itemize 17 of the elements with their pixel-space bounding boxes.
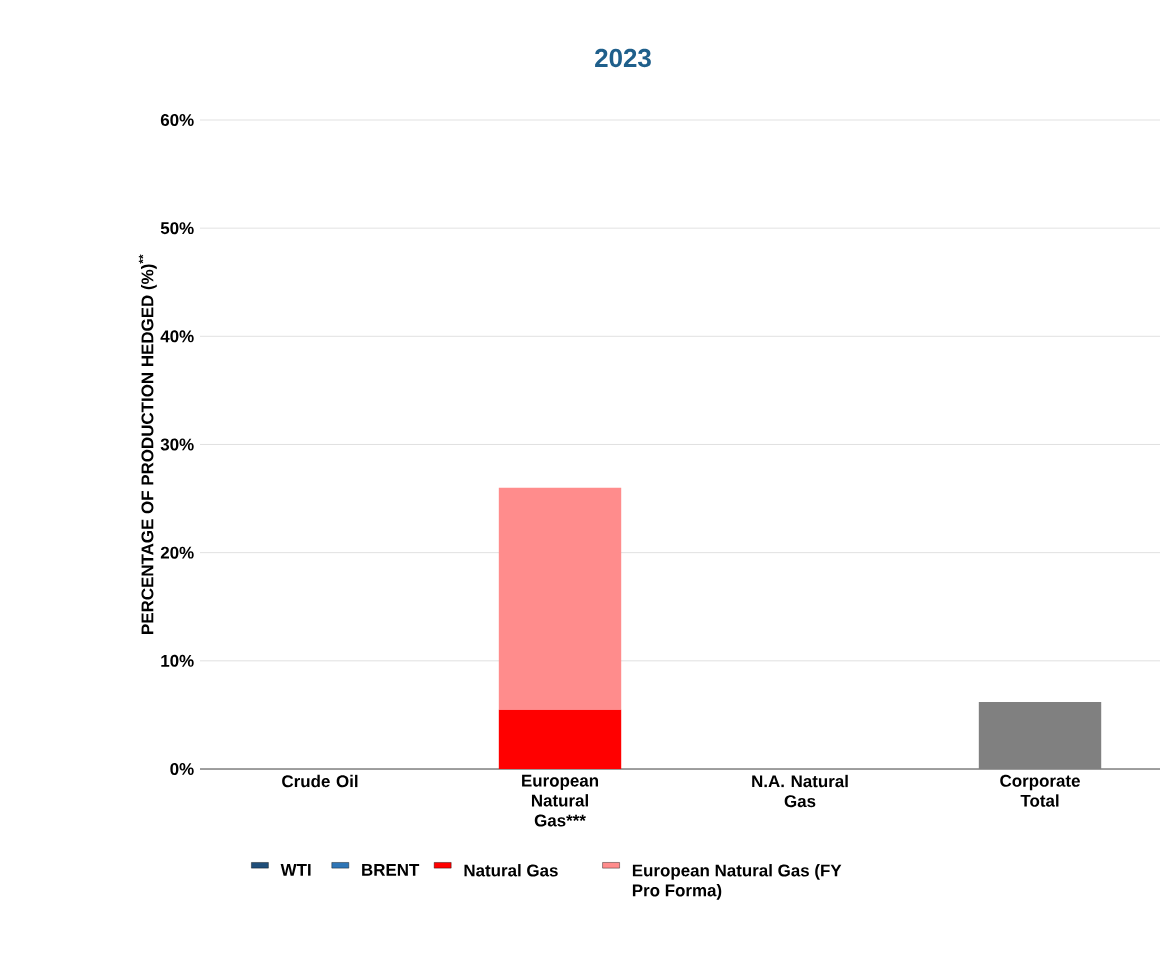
- x-tick-label: N.A. Natural Gas: [752, 774, 848, 808]
- x-tick-label: Crude Oil: [282, 774, 358, 788]
- y-tick-label: 30%: [160, 438, 194, 451]
- y-tick-label: 20%: [160, 546, 194, 559]
- chart-title: 2023: [595, 48, 651, 68]
- y-tick-label: 50%: [160, 222, 194, 235]
- y-tick-label: 60%: [160, 113, 194, 126]
- x-tick-label: European Natural Gas***: [522, 774, 599, 827]
- y-tick-label: 10%: [161, 654, 194, 667]
- y-tick-label: 0%: [170, 762, 194, 775]
- y-tick-label: 40%: [160, 330, 194, 343]
- legend-label: WTI: [280, 864, 311, 876]
- legend-label: European Natural Gas (FY Pro Forma): [632, 864, 842, 900]
- x-tick-label: Corporate Total: [1000, 774, 1080, 807]
- y-axis-title: PERCENTAGE OF PRODUCTION HEDGED (%)$^{**}$: [138, 254, 157, 634]
- legend-label: BRENT: [362, 864, 420, 876]
- legend-label: Natural Gas: [464, 864, 558, 877]
